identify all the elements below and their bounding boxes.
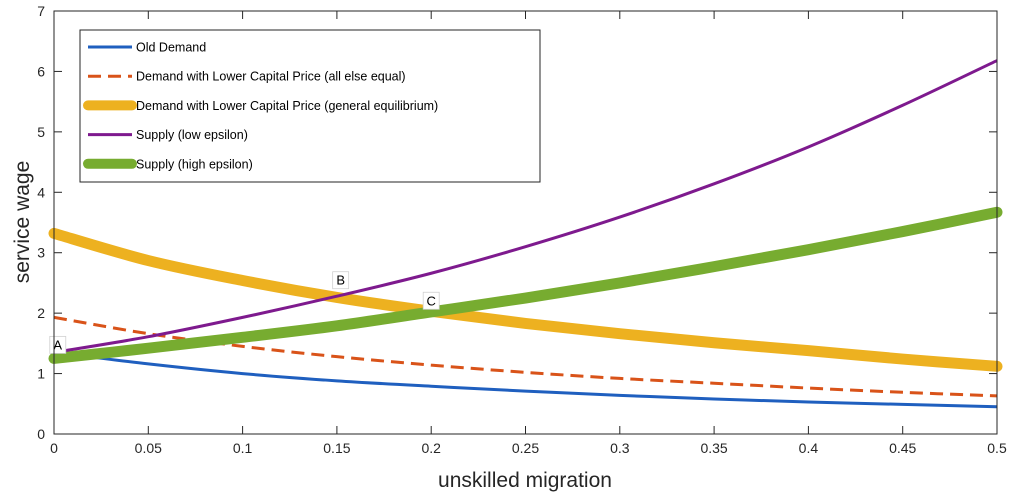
x-tick-label: 0.3: [610, 440, 630, 456]
x-axis-label: unskilled migration: [438, 469, 612, 492]
ticks-layer: 0 0.05 0.1 0.15 0.2 0.25 0.3 0.35 0.4 0.45 0.5 0 1 2 3…: [37, 3, 1007, 456]
x-tick-label: 0.25: [512, 440, 539, 456]
x-tick-label: 0.15: [323, 440, 350, 456]
legend-label: Demand with Lower Capital Price (all els…: [136, 70, 406, 84]
series-line-4: [53, 59, 998, 354]
point-label-text: B: [336, 273, 345, 288]
legend-entry-1: Old Demand: [88, 41, 206, 55]
series-line-3: [48, 227, 1003, 372]
y-tick-label: 0: [37, 426, 45, 442]
point-label-b: B: [332, 271, 350, 290]
x-tick-label: 0.1: [233, 440, 253, 456]
x-tick-label: 0.2: [421, 440, 441, 456]
legend-label: Supply (low epsilon): [136, 128, 248, 142]
y-tick-label: 6: [37, 63, 45, 79]
series-line-5: [48, 206, 1003, 364]
x-tick-label: 0.35: [700, 440, 727, 456]
legend-entry-5: Supply (high epsilon): [83, 157, 253, 171]
point-label-box: [422, 291, 440, 310]
point-label-a: A: [49, 335, 67, 354]
x-tick-label: 0.5: [987, 440, 1007, 456]
x-tick-label: 0.45: [889, 440, 916, 456]
y-tick-label: 2: [37, 305, 45, 321]
point-label-text: A: [53, 337, 62, 352]
x-tick-label: 0: [50, 440, 58, 456]
point-label-c: C: [422, 291, 440, 310]
legend-label: Old Demand: [136, 41, 206, 55]
series-line-1: [53, 350, 998, 409]
legend-label: Supply (high epsilon): [136, 157, 253, 171]
y-tick-label: 3: [37, 245, 45, 261]
y-tick-label: 5: [37, 124, 45, 140]
legend: Old Demand Demand with Lower Capital Pric…: [79, 29, 541, 183]
series-layer: [48, 59, 1003, 409]
legend-entry-2: Demand with Lower Capital Price (all els…: [88, 70, 406, 84]
y-axis-label: service wage: [11, 161, 34, 284]
y-tick-label: 4: [37, 184, 45, 200]
legend-box: [79, 29, 541, 183]
point-label-box: [332, 271, 350, 290]
x-tick-label: 0.4: [799, 440, 819, 456]
y-tick-label: 1: [37, 366, 45, 382]
point-label-text: C: [427, 293, 436, 308]
legend-entry-3: Demand with Lower Capital Price (general…: [83, 99, 438, 113]
x-tick-label: 0.05: [135, 440, 162, 456]
legend-label: Demand with Lower Capital Price (general…: [136, 99, 438, 113]
legend-entry-4: Supply (low epsilon): [88, 128, 248, 142]
y-tick-label: 7: [37, 3, 45, 19]
